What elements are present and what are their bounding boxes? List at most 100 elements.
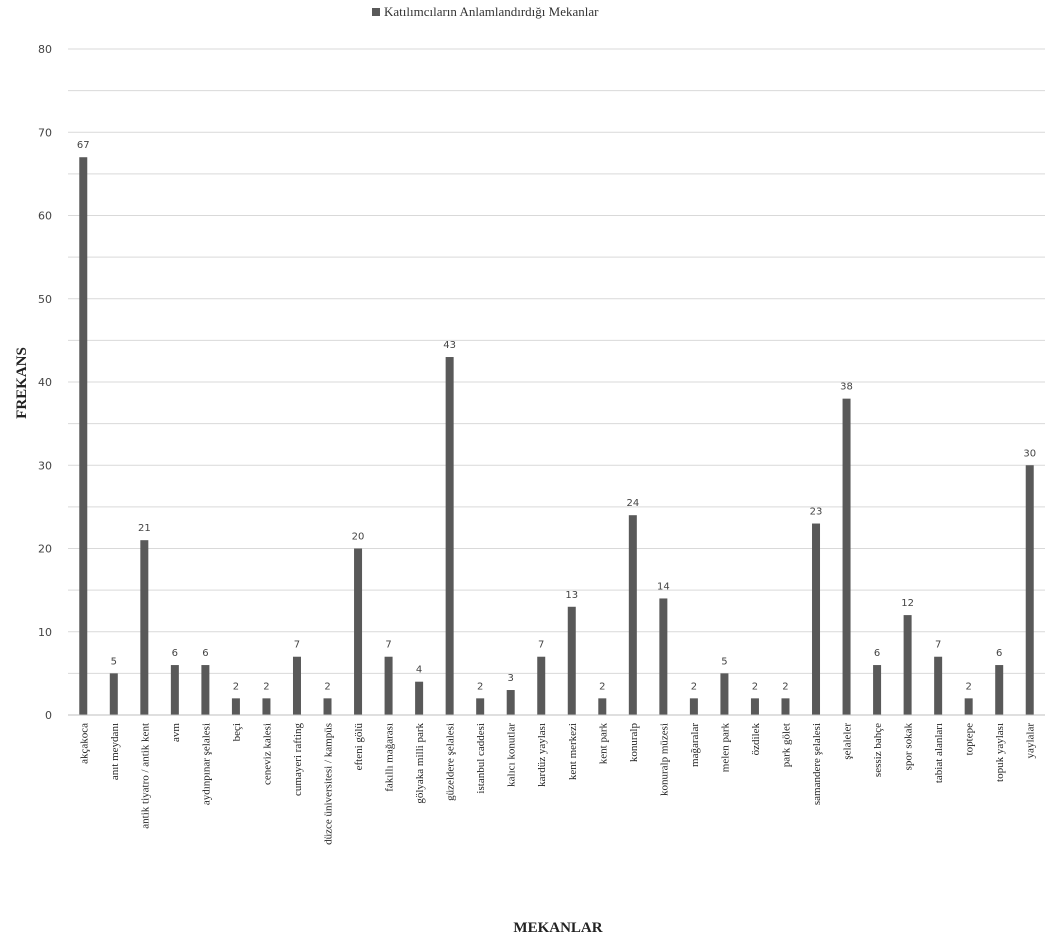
data-label: 7: [538, 640, 544, 651]
y-tick-label: 30: [38, 459, 52, 472]
x-category-label: beçi: [231, 723, 243, 741]
y-tick-label: 20: [38, 543, 52, 556]
data-label: 2: [965, 681, 971, 692]
data-label: 6: [172, 648, 178, 659]
bar: [934, 656, 943, 715]
bar: [720, 673, 729, 715]
data-label: 2: [324, 681, 330, 692]
x-category-label: kent park: [597, 723, 609, 765]
x-category-label: toptepe: [964, 723, 976, 755]
bar: [873, 665, 882, 715]
bar: [537, 656, 546, 715]
bar: [170, 665, 179, 715]
bar: [323, 698, 332, 715]
data-label: 4: [416, 665, 422, 676]
bar: [231, 698, 240, 715]
bar: [109, 673, 118, 715]
data-label: 43: [443, 340, 456, 351]
data-label: 67: [77, 140, 90, 151]
x-category-label: şelaleler: [842, 723, 854, 760]
x-axis-categories: akçakoca anıt meydanı antik tiyatro / anti…: [78, 723, 1036, 845]
y-tick-label: 0: [45, 709, 52, 722]
bar: [201, 665, 210, 715]
x-category-label: cumayeri rafting: [292, 723, 304, 796]
data-label: 3: [508, 673, 514, 684]
data-label: 21: [138, 523, 151, 534]
data-label: 12: [901, 598, 914, 609]
data-label: 2: [477, 681, 483, 692]
x-category-label: efteni gölü: [353, 723, 365, 771]
x-category-label: istanbul caddesi: [475, 723, 487, 794]
y-tick-label: 60: [38, 210, 52, 223]
data-label: 30: [1023, 448, 1036, 459]
data-label: 2: [752, 681, 758, 692]
data-label: 5: [721, 656, 727, 667]
x-category-label: antik tiyatro / antik kent: [139, 723, 151, 829]
data-label: 7: [294, 640, 300, 651]
bar: [750, 698, 759, 715]
bar: [415, 681, 424, 715]
x-category-label: samandere şelalesi: [811, 723, 823, 805]
bar: [598, 698, 607, 715]
x-category-label: konuralp: [628, 723, 640, 763]
bar: [689, 698, 698, 715]
bar: [476, 698, 485, 715]
x-category-label: park gölet: [780, 723, 792, 767]
data-label: 6: [874, 648, 880, 659]
legend: Katılımcıların Anlamlandırdığı Mekanlar: [372, 4, 599, 19]
bar: [262, 698, 271, 715]
data-label: 2: [233, 681, 239, 692]
data-label: 14: [657, 581, 670, 592]
bar: [964, 698, 973, 715]
x-category-label: melen park: [719, 723, 731, 773]
x-category-label: tabiat alanları: [933, 723, 945, 783]
bar: [506, 690, 515, 715]
x-category-label: anıt meydanı: [109, 723, 121, 780]
bars: [79, 157, 1034, 716]
bar: [842, 398, 851, 715]
x-category-label: avm: [170, 723, 182, 742]
bar: [292, 656, 301, 715]
y-axis-title: FREKANS: [14, 347, 30, 419]
x-axis-title: MEKANLAR: [513, 920, 602, 936]
x-category-label: kardüz yaylası: [536, 723, 548, 787]
x-category-label: ceneviz kalesi: [261, 723, 273, 785]
bar: [445, 357, 454, 715]
bar: [903, 615, 912, 715]
data-label: 2: [599, 681, 605, 692]
bar: [1025, 465, 1034, 715]
bar: [140, 540, 149, 715]
data-label: 7: [935, 640, 941, 651]
x-category-label: gölyaka milli park: [414, 723, 426, 804]
y-tick-label: 80: [38, 43, 52, 56]
x-category-label: spor sokak: [903, 723, 915, 771]
data-label: 7: [385, 640, 391, 651]
bar: [995, 665, 1004, 715]
y-tick-label: 40: [38, 376, 52, 389]
x-category-label: sessiz bahçe: [872, 723, 884, 777]
bar: [781, 698, 790, 715]
data-label: 24: [626, 498, 639, 509]
data-label: 20: [352, 532, 365, 543]
x-category-label: mağaralar: [689, 723, 701, 767]
y-tick-label: 70: [38, 126, 52, 139]
data-label: 5: [111, 656, 117, 667]
y-axis-ticks: 0 10 20 30 40 50 60 70 80: [38, 43, 52, 722]
data-label: 2: [691, 681, 697, 692]
x-category-label: kent merkezi: [567, 723, 579, 780]
x-category-label: kalıcı konutlar: [506, 723, 518, 787]
y-tick-label: 10: [38, 626, 52, 639]
bar: [79, 157, 88, 716]
data-label: 2: [782, 681, 788, 692]
x-category-label: aydınpınar şelalesi: [200, 723, 212, 805]
x-category-label: fakıllı mağarası: [384, 723, 396, 792]
data-label: 23: [810, 507, 823, 518]
bar: [659, 598, 668, 715]
data-label: 6: [996, 648, 1002, 659]
x-category-label: güzeldere şelalesi: [445, 723, 457, 801]
x-category-label: düzce üniversitesi / kampüs: [323, 723, 335, 845]
gridlines: [68, 48, 1045, 674]
x-category-label: özdilek: [750, 723, 762, 756]
